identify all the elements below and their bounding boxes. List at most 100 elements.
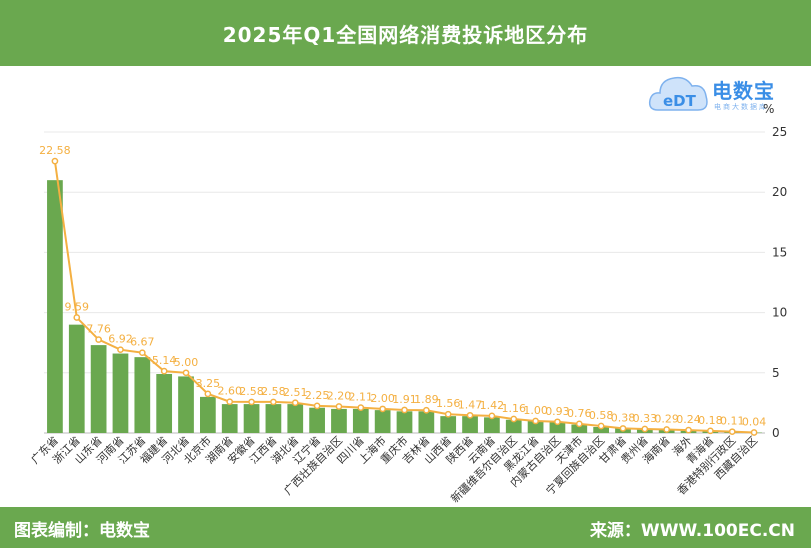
bar xyxy=(243,404,260,433)
data-label: 9.59 xyxy=(65,301,90,314)
brand-logo: eDT 电数宝 电商大数据库 xyxy=(648,66,778,116)
bar xyxy=(287,404,304,433)
data-label: 3.25 xyxy=(196,377,221,390)
data-label: 1.42 xyxy=(480,399,505,412)
data-label: 1.16 xyxy=(501,402,526,415)
bar-line-chart: 0 5 10 15 20 25% 22.58 9.59 7.766.926.67 5.145.00… xyxy=(29,102,788,505)
data-label: 1.00 xyxy=(523,404,548,417)
line-point xyxy=(663,426,671,433)
bar xyxy=(265,404,282,433)
bar xyxy=(549,422,566,433)
data-label: 1.56 xyxy=(436,397,461,410)
data-label: 2.58 xyxy=(261,385,286,398)
line-point xyxy=(182,369,190,377)
data-label: 0.18 xyxy=(698,414,723,427)
line-point xyxy=(335,403,343,410)
svg-text:eDT: eDT xyxy=(663,92,697,110)
bar xyxy=(374,410,391,433)
data-label: 1.89 xyxy=(414,393,439,406)
data-label: 0.11 xyxy=(720,415,745,428)
chart-header: 2025年Q1全国网络消费投诉地区分布 xyxy=(0,0,811,66)
line-point xyxy=(401,406,408,414)
data-label: 0.04 xyxy=(742,416,767,429)
data-label: 1.47 xyxy=(458,398,483,411)
y-tick-label: 25 xyxy=(772,125,787,139)
chart-title: 2025年Q1全国网络消费投诉地区分布 xyxy=(222,22,589,47)
bar xyxy=(68,324,85,433)
bar xyxy=(47,180,63,433)
line-point xyxy=(444,410,452,418)
y-tick-label: 10 xyxy=(772,306,787,320)
data-label: 0.58 xyxy=(589,409,614,422)
y-axis-unit: % xyxy=(763,102,774,116)
y-tick-label: 20 xyxy=(772,185,787,199)
line-point xyxy=(510,415,518,423)
bar xyxy=(309,407,325,433)
data-label: 2.60 xyxy=(217,385,242,398)
bar xyxy=(134,357,151,433)
data-label: 2.25 xyxy=(305,389,330,402)
bar xyxy=(221,404,238,433)
data-label: 6.92 xyxy=(108,333,133,346)
bar xyxy=(90,345,107,433)
data-label: 0.38 xyxy=(611,411,636,424)
line-point xyxy=(160,367,168,375)
line-point xyxy=(226,398,234,406)
data-label: 2.11 xyxy=(349,391,374,404)
line-point xyxy=(619,425,627,432)
line-point xyxy=(379,405,387,413)
line-point xyxy=(750,429,758,436)
bar xyxy=(571,424,588,433)
bar xyxy=(462,416,478,433)
data-label: 1.91 xyxy=(392,393,417,406)
data-label: 5.00 xyxy=(174,356,199,369)
line-point xyxy=(357,404,365,411)
bar xyxy=(112,353,129,433)
bar xyxy=(527,420,544,433)
bar xyxy=(484,417,500,433)
footer-source: 来源：WWW.100EC.CN xyxy=(589,521,795,541)
data-label: 2.20 xyxy=(327,390,352,403)
bar xyxy=(156,374,173,433)
line-point xyxy=(575,420,583,428)
data-label: 7.76 xyxy=(86,323,111,336)
bar xyxy=(593,426,610,433)
data-label: 0.29 xyxy=(654,413,679,426)
line-point xyxy=(248,398,255,406)
data-label: 2.51 xyxy=(283,386,308,399)
data-label: 6.67 xyxy=(130,336,155,349)
data-label: 2.58 xyxy=(239,385,264,398)
line-point xyxy=(291,399,299,407)
brand-tagline: 电商大数据库 xyxy=(714,103,768,111)
line-point xyxy=(597,422,605,430)
bar xyxy=(396,411,413,433)
line-point xyxy=(204,390,212,398)
data-label: 0.93 xyxy=(545,405,570,418)
line-point xyxy=(51,157,59,165)
footer-credit: 图表编制：电数宝 xyxy=(14,521,150,541)
bar xyxy=(440,416,457,433)
data-label: 2.00 xyxy=(370,392,395,405)
brand-name: 电数宝 xyxy=(712,79,775,103)
cloud-logo-icon: eDT xyxy=(648,76,708,111)
line-point xyxy=(270,398,277,406)
line-point xyxy=(117,346,124,354)
bar xyxy=(352,408,369,433)
y-tick-label: 0 xyxy=(772,426,780,440)
line-point xyxy=(466,411,474,419)
bar xyxy=(178,376,194,433)
line-point xyxy=(313,402,321,410)
line-point xyxy=(138,349,146,357)
line-point xyxy=(685,426,692,434)
data-label: 0.24 xyxy=(676,413,701,426)
y-tick-label: 15 xyxy=(772,245,787,259)
y-tick-label: 5 xyxy=(772,366,780,380)
line-point xyxy=(422,406,430,414)
bar xyxy=(331,408,347,433)
line-point xyxy=(728,428,736,436)
bar xyxy=(418,411,435,433)
line-point xyxy=(95,336,102,343)
data-label: 0.33 xyxy=(633,412,658,425)
data-label: 5.14 xyxy=(152,354,177,367)
line-point xyxy=(554,418,561,426)
